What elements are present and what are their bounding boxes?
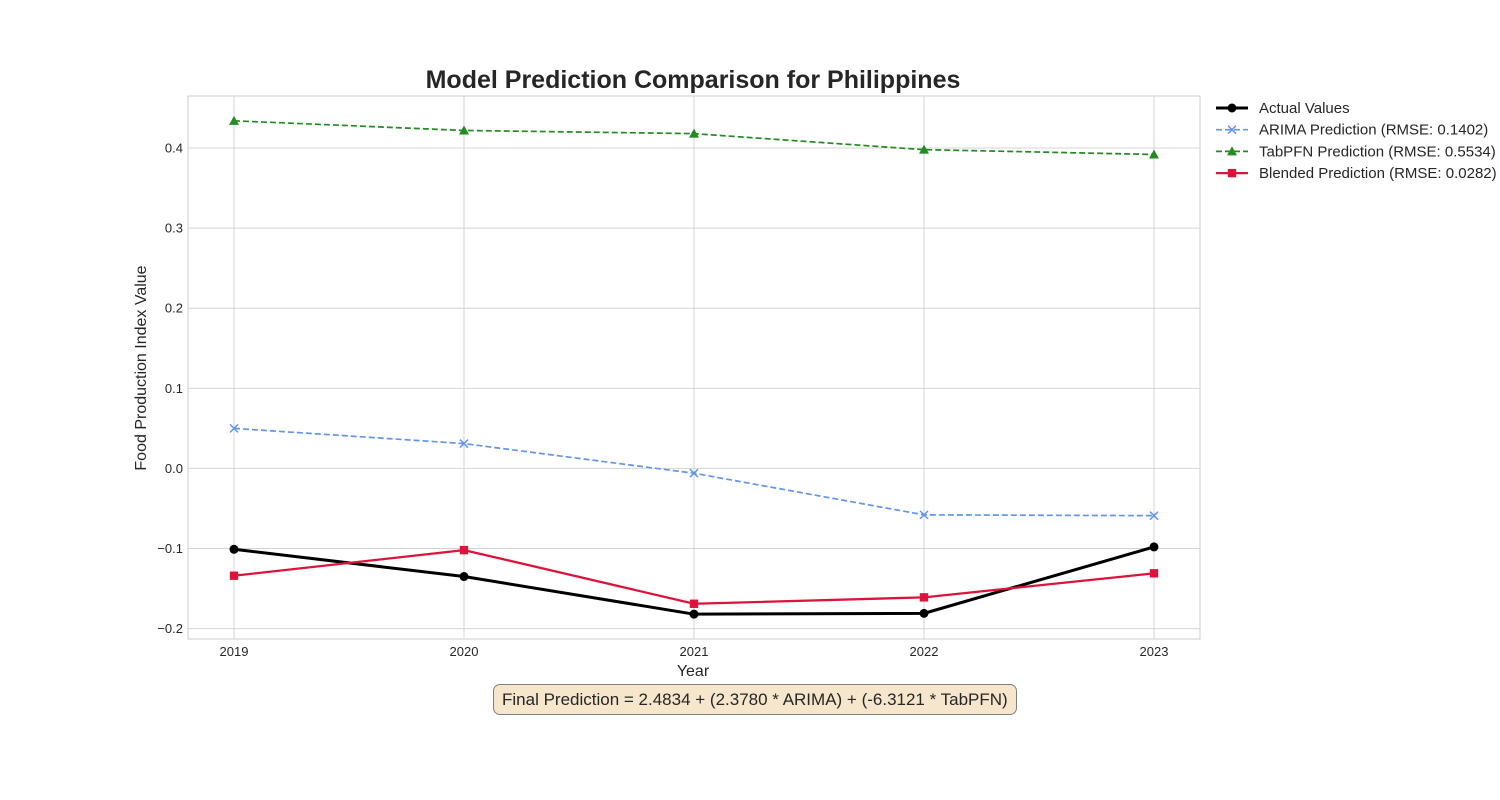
- actual-values-point: [689, 609, 699, 619]
- actual-values-point: [459, 572, 469, 582]
- x-tick-label: 2021: [680, 644, 709, 659]
- tabpfn-prediction-point: [919, 144, 929, 154]
- legend-label-tabpfn-prediction: TabPFN Prediction (RMSE: 0.5534): [1259, 143, 1496, 160]
- legend-marker-tabpfn-prediction: [1227, 146, 1237, 156]
- actual-values-point: [1149, 542, 1159, 552]
- legend-marker-blended-prediction: [1227, 168, 1237, 178]
- arima-prediction-point: [229, 423, 239, 433]
- y-tick-label: 0.4: [165, 141, 183, 156]
- y-tick-label: 0.1: [165, 381, 183, 396]
- arima-prediction-point: [919, 510, 929, 520]
- tabpfn-prediction-series: [229, 115, 1159, 159]
- tabpfn-prediction-point: [229, 115, 239, 125]
- chart-title: Model Prediction Comparison for Philippi…: [426, 66, 961, 94]
- y-axis-label: Food Production Index Value: [133, 265, 150, 470]
- x-tick-label: 2020: [450, 644, 479, 659]
- legend: Actual Values ARIMA Prediction (RMSE: 0.1…: [1216, 100, 1497, 182]
- legend-marker-arima-prediction: [1227, 125, 1237, 135]
- axis-ticks: 2019 2020 2021 2022 2023 −0.2 −0.1 0.0 0.1 0.2 0.3…: [157, 141, 1168, 659]
- series-lines: [229, 115, 1159, 619]
- actual-values-point: [229, 544, 239, 554]
- actual-values-point: [919, 608, 929, 618]
- y-tick-label: −0.1: [157, 541, 183, 556]
- tabpfn-prediction-point: [459, 125, 469, 135]
- legend-label-blended-prediction: Blended Prediction (RMSE: 0.0282): [1259, 165, 1497, 182]
- arima-prediction-point: [689, 468, 699, 478]
- y-tick-label: −0.2: [157, 621, 183, 636]
- y-tick-label: 0.0: [165, 461, 183, 476]
- x-tick-label: 2022: [910, 644, 939, 659]
- actual-values-series: [229, 542, 1159, 619]
- formula-annotation: Final Prediction = 2.4834 + (2.3780 * AR…: [493, 684, 1017, 715]
- arima-prediction-point: [1149, 511, 1159, 521]
- arima-prediction-point: [459, 439, 469, 449]
- arima-prediction-series: [229, 423, 1159, 521]
- y-tick-label: 0.2: [165, 301, 183, 316]
- blended-prediction-point: [229, 571, 239, 580]
- blended-prediction-point: [689, 599, 699, 608]
- x-tick-label: 2019: [220, 644, 249, 659]
- blended-prediction-point: [919, 593, 929, 602]
- tabpfn-prediction-point: [1149, 149, 1159, 159]
- y-tick-label: 0.3: [165, 221, 183, 236]
- legend-label-arima-prediction: ARIMA Prediction (RMSE: 0.1402): [1259, 122, 1488, 139]
- blended-prediction-point: [459, 545, 469, 555]
- blended-prediction-point: [1149, 569, 1159, 578]
- legend-marker-actual-values: [1227, 103, 1237, 113]
- x-tick-label: 2023: [1140, 644, 1169, 659]
- legend-label-actual-values: Actual Values: [1259, 100, 1350, 117]
- blended-prediction-series: [229, 545, 1159, 608]
- tabpfn-prediction-point: [689, 128, 699, 138]
- x-axis-label: Year: [677, 663, 710, 680]
